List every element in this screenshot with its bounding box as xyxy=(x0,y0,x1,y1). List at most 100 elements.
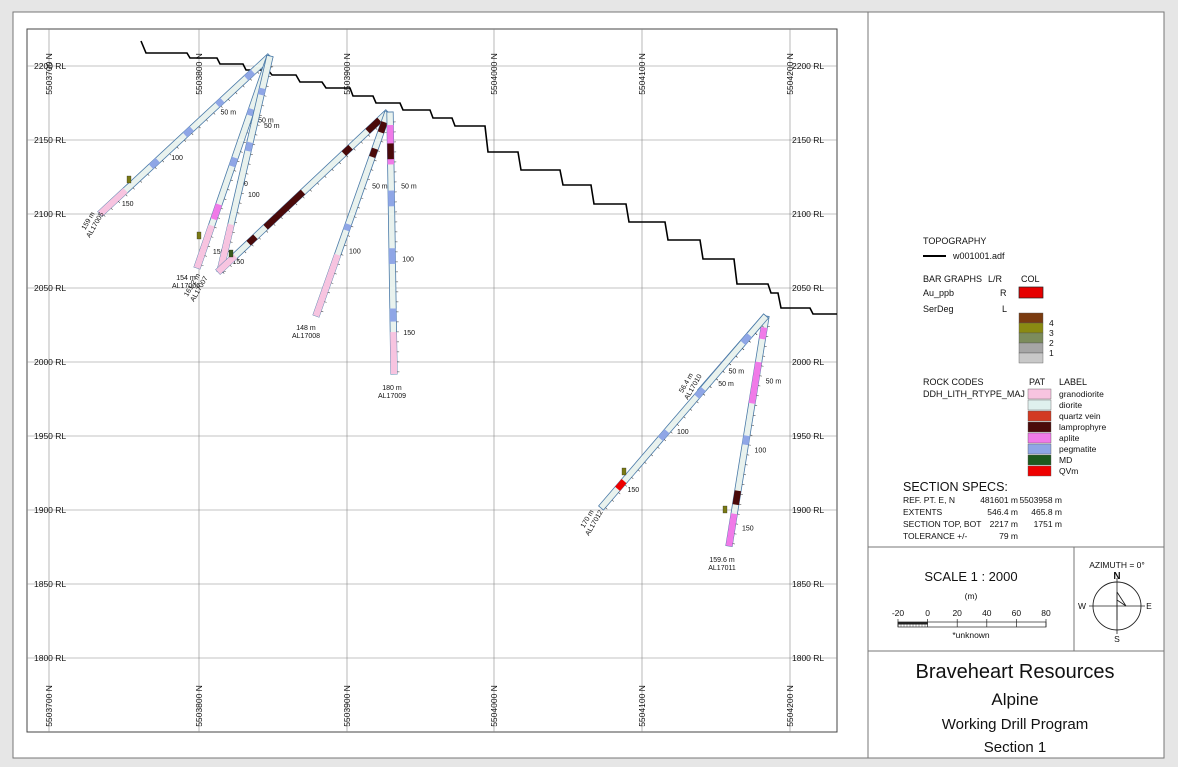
northing-label-bottom: 5503800 N xyxy=(194,685,204,727)
depth-tick xyxy=(244,251,247,254)
depth-tick xyxy=(232,231,235,233)
depth-marker-label: 150 xyxy=(403,330,415,337)
northing-label-top: 5504000 N xyxy=(489,53,499,95)
rock-field-name: DDH_LITH_RTYPE_MAJ xyxy=(923,389,1025,399)
depth-marker-label: 50 m xyxy=(401,183,417,190)
serdeg-swatch xyxy=(1018,332,1044,344)
scale-tick-label: 0 xyxy=(925,608,930,618)
title-block: Braveheart Resources Alpine Working Dril… xyxy=(916,661,1115,756)
depth-tick xyxy=(696,401,699,404)
depth-tick xyxy=(321,310,324,313)
spec-label: REF. PT. E, N xyxy=(903,495,955,505)
serdeg-swatch xyxy=(1018,322,1044,334)
depth-marker-label: 100 xyxy=(349,249,361,256)
serdeg-swatch xyxy=(1018,312,1044,324)
specs-heading: SECTION SPECS: xyxy=(903,480,1008,494)
depth-tick xyxy=(357,207,360,209)
bar-serdeg-name: SerDeg xyxy=(923,304,954,314)
spec-value-2: 5503958 m xyxy=(1019,495,1062,505)
lith-interval xyxy=(748,361,762,404)
depth-tick xyxy=(742,348,745,351)
depth-tick xyxy=(677,424,680,426)
lith-interval xyxy=(732,490,742,506)
level-label-left: 1900 RL xyxy=(34,505,66,515)
section-plot-frame xyxy=(26,28,838,733)
level-label-left: 2150 RL xyxy=(34,135,66,145)
lith-interval xyxy=(193,224,215,270)
depth-tick xyxy=(309,189,312,192)
project-name: Alpine xyxy=(991,690,1038,709)
lith-interval xyxy=(390,332,398,375)
rock-swatch xyxy=(1027,465,1052,477)
northing-label-top: 5503700 N xyxy=(44,53,54,95)
lith-interval xyxy=(229,156,238,168)
depth-tick xyxy=(302,196,305,199)
lith-interval xyxy=(246,234,258,246)
depth-tick xyxy=(374,159,377,162)
depth-tick xyxy=(761,325,764,328)
depth-tick xyxy=(375,127,378,130)
rock-swatch xyxy=(1027,410,1052,422)
col-heading: COL xyxy=(1021,274,1040,284)
rock-swatch xyxy=(1027,443,1052,455)
depth-tick xyxy=(110,207,113,210)
level-label-right: 2000 RL xyxy=(792,357,824,367)
depth-tick xyxy=(729,363,732,366)
rock-type-label: pegmatite xyxy=(1059,444,1097,454)
level-label-left: 1800 RL xyxy=(34,653,66,663)
depth-marker-label: 150 xyxy=(742,526,754,533)
drill-hole-trace xyxy=(598,313,769,511)
depth-tick xyxy=(255,134,258,136)
lith-interval xyxy=(257,87,266,96)
depth-tick xyxy=(270,66,274,68)
depth-tick xyxy=(228,99,230,102)
serdeg-bar xyxy=(196,231,202,240)
bar-serdeg-side: L xyxy=(1002,304,1007,314)
serdeg-bar xyxy=(126,175,132,184)
hole-depth: 180 m xyxy=(382,385,402,392)
depth-tick xyxy=(236,212,240,214)
depth-marker-label: 150 xyxy=(233,259,245,266)
depth-tick xyxy=(222,271,225,274)
depth-tick xyxy=(324,175,327,178)
depth-tick xyxy=(169,153,172,156)
lith-interval xyxy=(216,223,235,273)
legend: TOPOGRAPHY w001001.adf BAR GRAPHS L/R CO… xyxy=(903,236,1107,541)
depth-tick xyxy=(103,214,106,217)
depth-tick xyxy=(280,216,283,219)
depth-tick xyxy=(748,340,751,343)
depth-tick xyxy=(243,141,246,144)
rock-swatch xyxy=(1027,432,1052,444)
depth-tick xyxy=(346,155,349,158)
depth-marker-label: 50 m xyxy=(718,381,734,388)
depth-tick xyxy=(264,95,267,97)
azimuth-label: AZIMUTH = 0° xyxy=(1089,560,1145,570)
depth-tick xyxy=(380,141,384,143)
depth-tick xyxy=(331,168,334,172)
serdeg-bar xyxy=(228,249,234,258)
depth-tick xyxy=(224,198,227,200)
depth-marker-label: 50 m xyxy=(728,369,744,376)
section-specs: REF. PT. E, N 481601 m 5503958 m EXTENTS 546… xyxy=(903,495,1062,541)
lr-heading: L/R xyxy=(988,274,1003,284)
depth-marker-label: 100 xyxy=(171,155,183,162)
northing-label-bottom: 5504100 N xyxy=(637,685,647,727)
serdeg-swatch xyxy=(1018,342,1044,354)
depth-tick xyxy=(230,241,233,243)
depth-tick xyxy=(259,114,262,116)
lith-interval xyxy=(388,190,395,207)
depth-tick xyxy=(261,105,265,107)
topography-line xyxy=(140,40,837,315)
bar-graphs-heading: BAR GRAPHS xyxy=(923,274,982,284)
depth-tick xyxy=(644,461,647,464)
rock-codes-heading: ROCK CODES xyxy=(923,377,984,387)
depth-tick xyxy=(214,226,217,229)
depth-tick xyxy=(266,85,269,87)
depth-tick xyxy=(234,222,238,224)
depth-tick xyxy=(364,188,367,190)
northing-label-top: 5504200 N xyxy=(785,53,795,95)
depth-tick xyxy=(709,386,712,389)
depth-tick xyxy=(245,173,249,175)
